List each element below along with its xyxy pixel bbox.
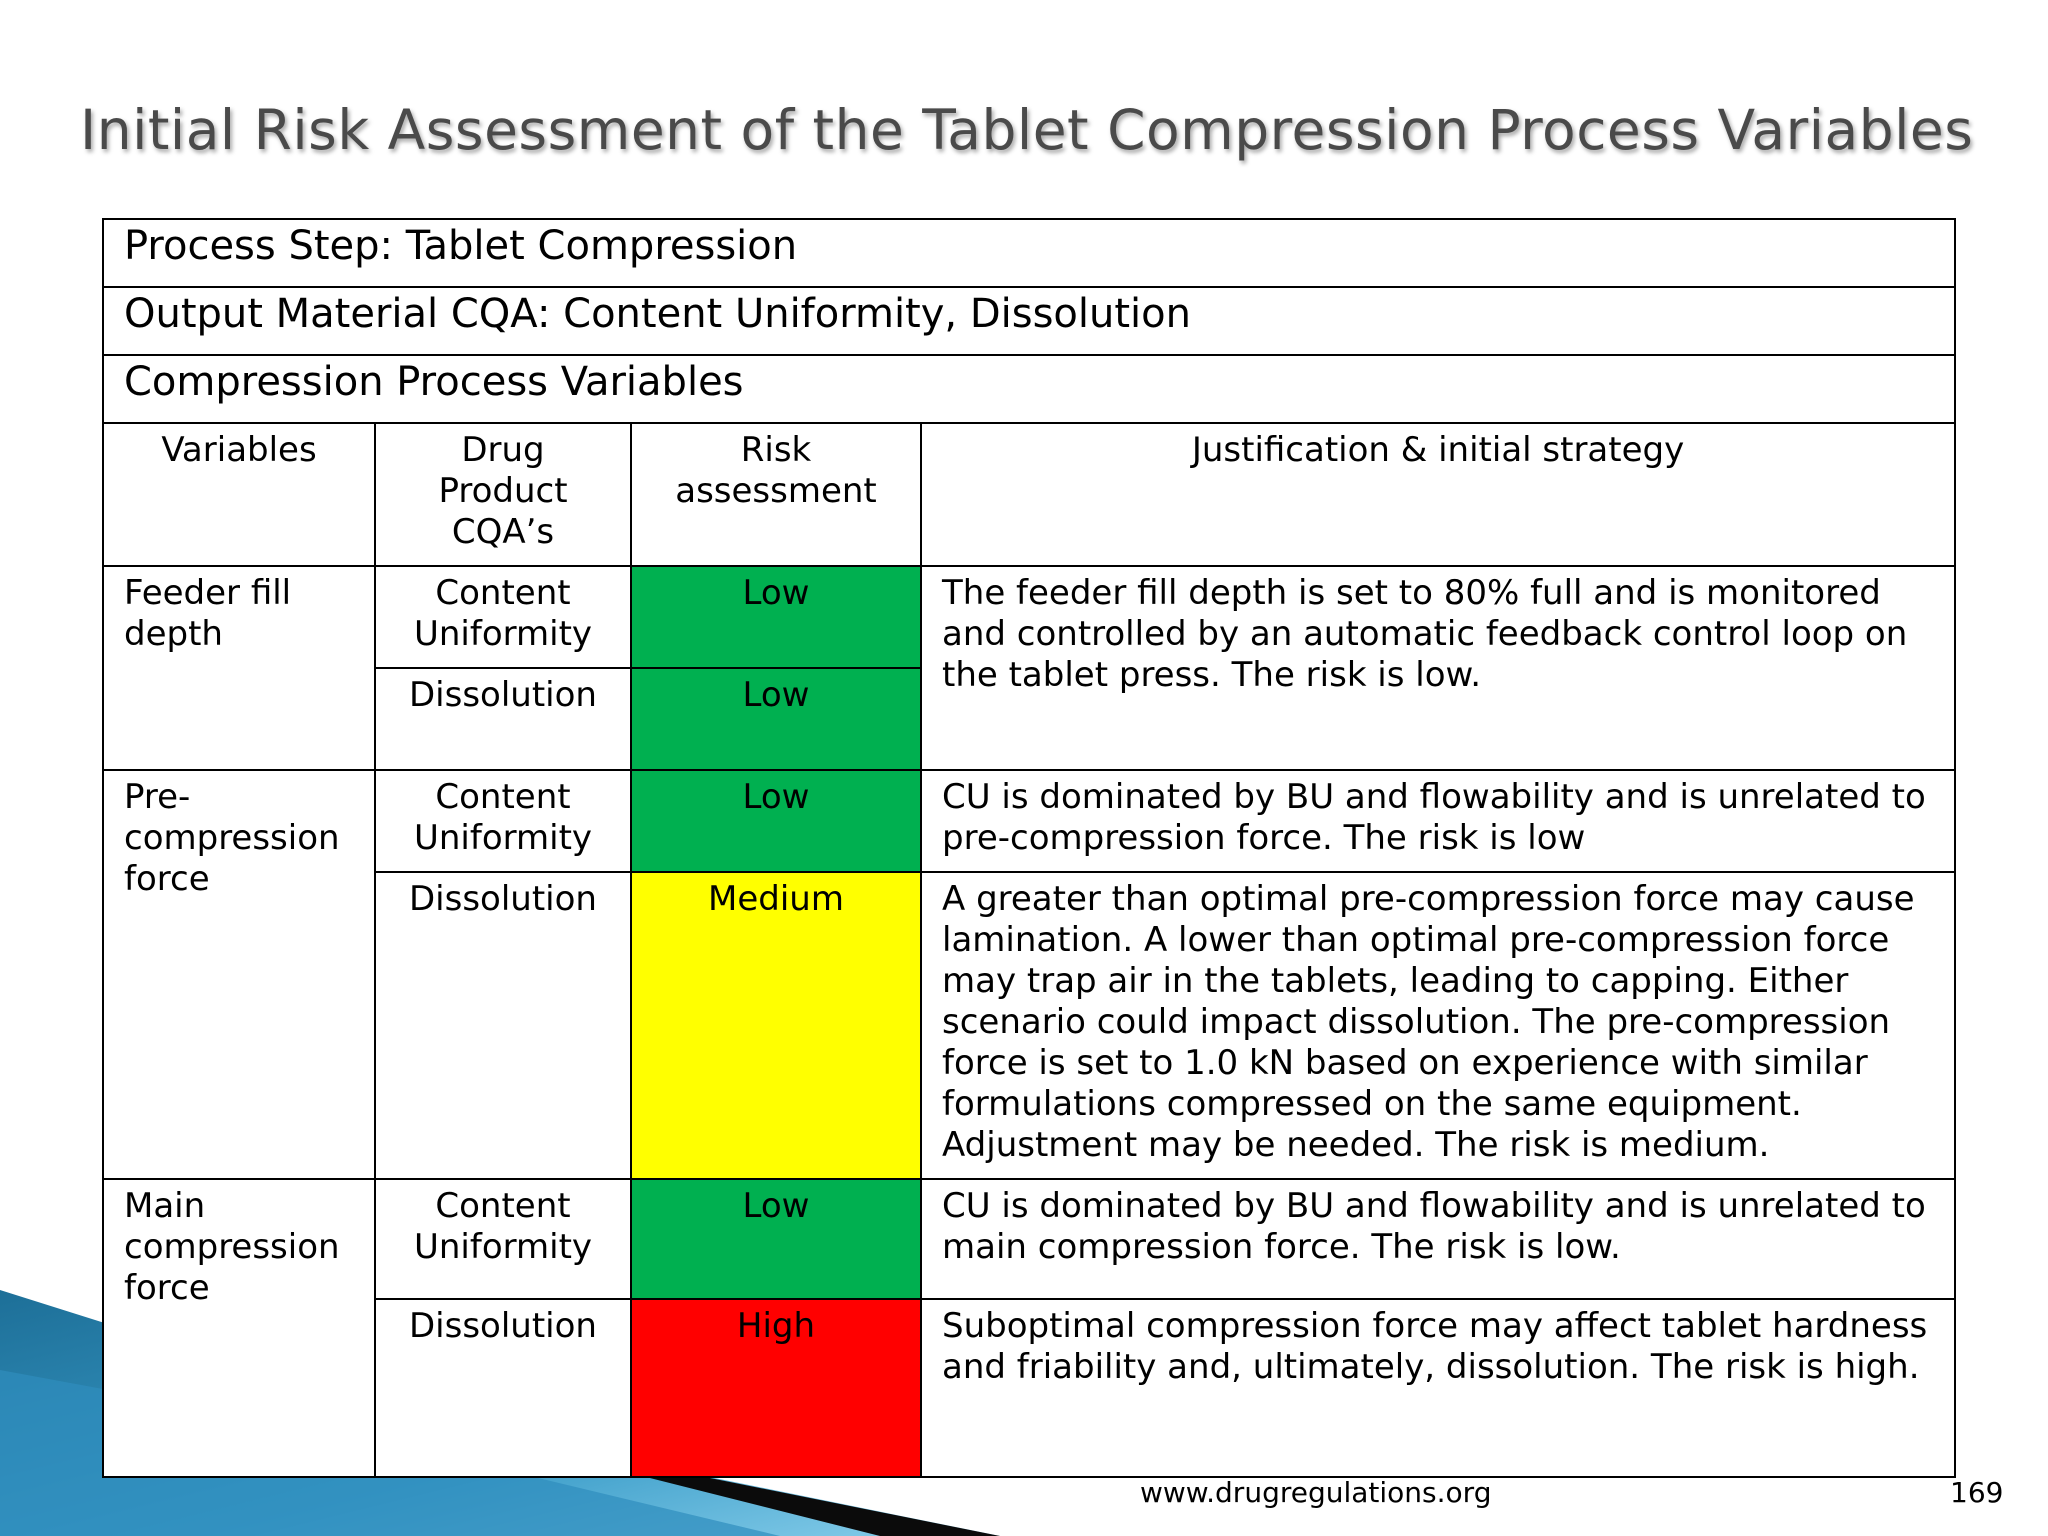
risk-low: Low [630, 667, 922, 771]
section-cell: Compression Process Variables [101, 354, 1957, 424]
cqa-cell: Content Uniformity [374, 565, 632, 669]
header-variables: Variables [102, 422, 376, 567]
justification-cell: CU is dominated by BU and flowability an… [919, 769, 1957, 873]
variable-pre-compression-force: Pre-compression force [102, 769, 376, 1180]
risk-assessment-table: Process Step: Tablet Compression Output … [101, 218, 1957, 1478]
table-row: Pre-compression force Content Uniformity… [102, 769, 1957, 1180]
risk-low: Low [630, 769, 922, 873]
footer-url: www.drugregulations.org [1140, 1476, 1492, 1509]
cqa-cell: Dissolution [374, 667, 632, 771]
header-row: Variables Drug Product CQA’s Risk assess… [102, 422, 1957, 567]
variable-feeder-fill-depth: Feeder fill depth [102, 565, 376, 771]
cqa-cell: Content Uniformity [374, 769, 632, 873]
table-row: Feeder fill depth Content Uniformity Low… [102, 565, 1957, 771]
process-step-row: Process Step: Tablet Compression [101, 218, 1957, 288]
slide-title: Initial Risk Assessment of the Tablet Co… [80, 98, 1974, 162]
section-row: Compression Process Variables [101, 354, 1957, 424]
header-risk-assessment: Risk assessment [630, 422, 922, 567]
page-number: 169 [1950, 1476, 2004, 1509]
justification-cell: A greater than optimal pre-compression f… [919, 871, 1957, 1180]
risk-low: Low [630, 1178, 922, 1300]
output-cqa-cell: Output Material CQA: Content Uniformity,… [101, 286, 1957, 356]
cqa-cell: Content Uniformity [374, 1178, 632, 1300]
table-row: Dissolution Low [103, 667, 1955, 771]
table-row: Dissolution Medium A greater than optima… [103, 871, 1957, 1180]
cqa-cell: Dissolution [374, 871, 632, 1180]
output-cqa-row: Output Material CQA: Content Uniformity,… [101, 286, 1957, 356]
justification-cell: CU is dominated by BU and flowability an… [919, 1178, 1957, 1300]
justification-cell: The feeder fill depth is set to 80% full… [919, 565, 1957, 771]
variable-main-compression-force: Main compression force [102, 1178, 376, 1478]
header-justification: Justification & initial strategy [919, 422, 1957, 567]
risk-low: Low [630, 565, 922, 669]
table-row: Main compression force Content Uniformit… [102, 1178, 1957, 1478]
table-row: Dissolution High Suboptimal compression … [103, 1298, 1957, 1478]
justification-cell: Suboptimal compression force may affect … [919, 1298, 1957, 1478]
risk-medium: Medium [630, 871, 922, 1180]
cqa-cell: Dissolution [374, 1298, 632, 1478]
process-step-cell: Process Step: Tablet Compression [101, 218, 1957, 288]
risk-high: High [630, 1298, 922, 1478]
header-drug-product-cqas: Drug Product CQA’s [374, 422, 632, 567]
